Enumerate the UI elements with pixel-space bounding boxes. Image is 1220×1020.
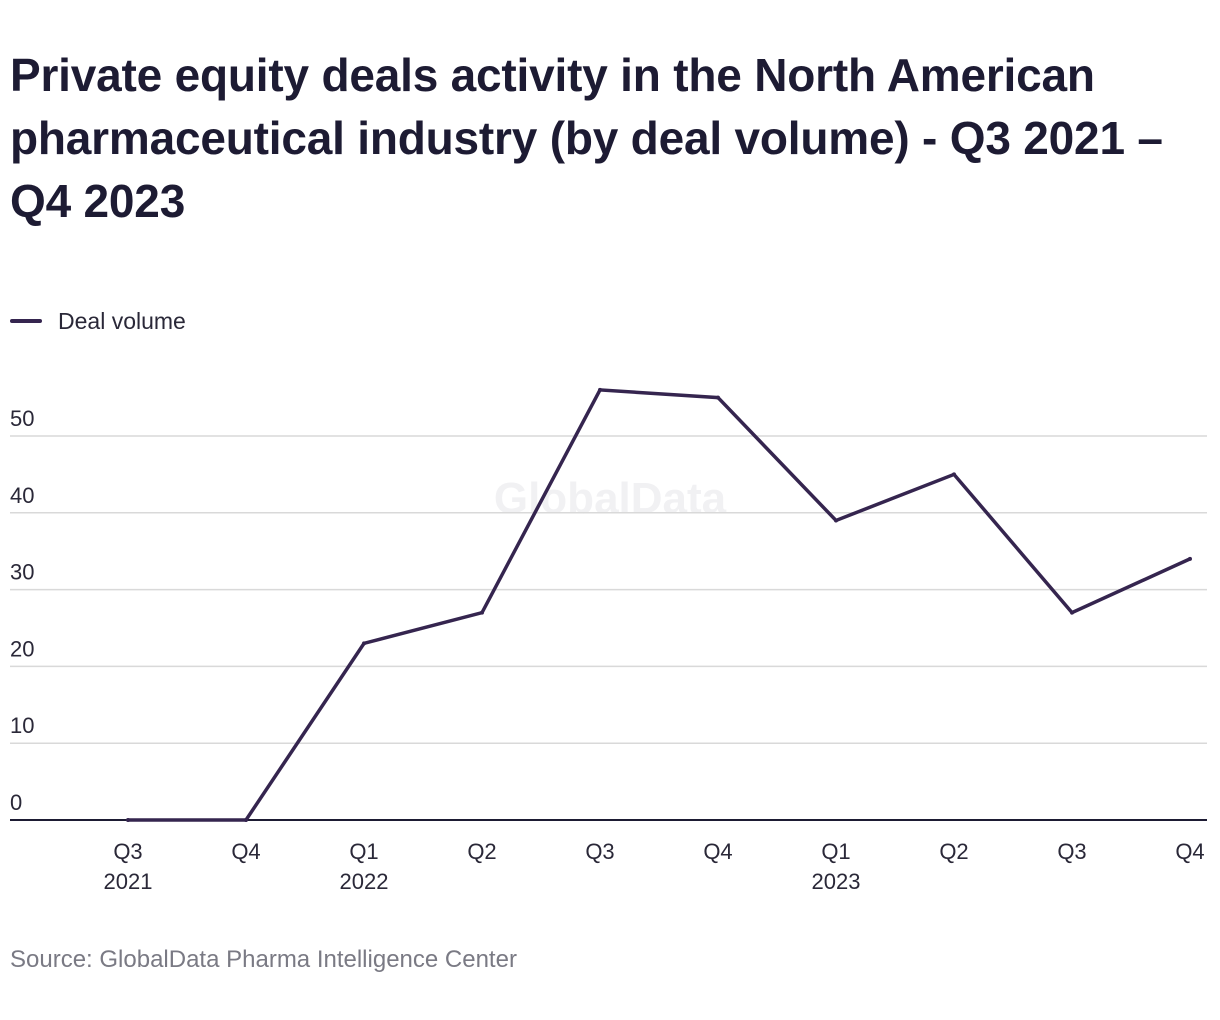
- x-tick-year-label-7: 2023: [812, 869, 861, 894]
- x-tick-year-label-1: 2021: [104, 869, 153, 894]
- x-tick-label-10: Q4: [1175, 839, 1204, 864]
- data-point-3: [362, 641, 366, 646]
- x-tick-label-4: Q2: [467, 839, 496, 864]
- chart-title: Private equity deals activity in the Nor…: [10, 49, 1163, 227]
- legend-swatch-deal-volume: [10, 319, 42, 323]
- y-tick-label-40: 40: [10, 483, 34, 508]
- x-tick-label-2: Q4: [231, 839, 260, 864]
- data-point-6: [716, 395, 720, 400]
- data-point-8: [952, 472, 956, 477]
- data-point-7: [834, 518, 838, 523]
- data-point-2: [244, 818, 248, 822]
- x-tick-label-7: Q1: [821, 839, 850, 864]
- data-point-9: [1070, 610, 1074, 615]
- y-tick-label-0: 0: [10, 790, 22, 815]
- y-tick-label-20: 20: [10, 636, 34, 661]
- x-tick-label-1: Q3: [113, 839, 142, 864]
- line-chart: GlobalData 0 10 20 30 40 50 Q3 2021 Q4 Q1 2022 Q2 Q3 Q…: [10, 387, 1207, 894]
- x-tick-label-9: Q3: [1057, 839, 1086, 864]
- legend-label-deal-volume: Deal volume: [58, 307, 186, 334]
- y-tick-label-50: 50: [10, 406, 34, 431]
- x-tick-label-3: Q1: [349, 839, 378, 864]
- data-point-4: [480, 610, 484, 615]
- x-tick-label-6: Q4: [703, 839, 732, 864]
- x-tick-year-label-3: 2022: [340, 869, 389, 894]
- legend: Deal volume: [10, 306, 186, 336]
- watermark: GlobalData: [494, 474, 727, 523]
- y-tick-label-10: 10: [10, 713, 34, 738]
- data-point-5: [598, 387, 602, 392]
- y-tick-label-30: 30: [10, 560, 34, 585]
- x-tick-label-5: Q3: [585, 839, 614, 864]
- x-tick-label-8: Q2: [939, 839, 968, 864]
- series-line-deal-volume: [128, 388, 1191, 822]
- source-note: Source: GlobalData Pharma Intelligence C…: [10, 946, 517, 973]
- data-point-1: [126, 818, 130, 822]
- data-point-10: [1188, 556, 1192, 561]
